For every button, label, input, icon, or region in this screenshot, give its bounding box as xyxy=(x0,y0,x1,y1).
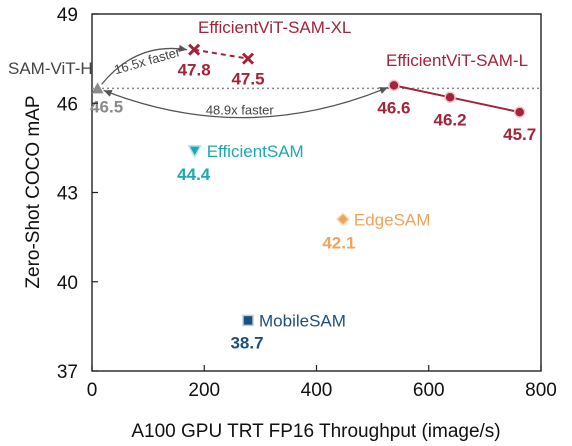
value-label-sam-vit-h-0: 46.5 xyxy=(90,97,123,116)
x-tick-label-2: 400 xyxy=(301,380,333,401)
markers xyxy=(91,43,526,327)
x-tick-label-0: 0 xyxy=(87,380,98,401)
arrow-16-5x xyxy=(101,44,188,85)
marker-efficientvit-sam-xl-0-b xyxy=(188,43,201,56)
series-name-edgesam: EdgeSAM xyxy=(354,210,431,229)
x-tick-label-1: 200 xyxy=(188,380,220,401)
series-line-efficientvit-sam-xl xyxy=(193,48,249,60)
ticks: 0 200 400 600 800 37 40 43 46 49 xyxy=(57,5,557,401)
labels: SAM-ViT-H 46.5 EfficientViT-SAM-XL 47.8 47.5… xyxy=(8,18,536,352)
series-name-mobilesam: MobileSAM xyxy=(259,311,346,330)
y-tick-label-1: 40 xyxy=(57,273,78,294)
value-label-edgesam-0: 42.1 xyxy=(322,233,355,252)
y-axis-title: Zero-Shot COCO mAP xyxy=(23,95,44,288)
marker-efficientvit-sam-xl-1-b xyxy=(241,52,255,65)
value-label-efficientvit-sam-l-0: 46.6 xyxy=(377,98,410,117)
value-label-mobilesam-0: 38.7 xyxy=(230,333,263,352)
series-name-efficientsam: EfficientSAM xyxy=(207,142,304,161)
marker-efficientvit-sam-l-0 xyxy=(388,79,400,92)
marker-efficientvit-sam-l-2 xyxy=(513,106,526,118)
value-label-efficientvit-sam-l-2: 45.7 xyxy=(503,125,536,144)
annotation-16-5x-faster: 16.5x faster xyxy=(112,44,182,77)
series-name-efficientvit-sam-l: EfficientViT-SAM-L xyxy=(386,51,528,70)
marker-edgesam-0 xyxy=(335,212,350,227)
y-tick-label-3: 46 xyxy=(57,94,78,115)
x-tick-label-4: 800 xyxy=(525,380,557,401)
marker-efficientvit-sam-l-1 xyxy=(444,91,456,104)
marker-mobilesam-0 xyxy=(242,314,254,327)
arrow-48-9x xyxy=(103,86,389,119)
series-name-efficientvit-sam-xl: EfficientViT-SAM-XL xyxy=(198,18,351,37)
annotation-48-9x-faster: 48.9x faster xyxy=(206,102,275,117)
y-tick-label-4: 49 xyxy=(57,5,78,26)
x-axis-title: A100 GPU TRT FP16 Throughput (image/s) xyxy=(131,421,500,442)
value-label-efficientsam-0: 44.4 xyxy=(177,165,211,184)
series-line-efficientvit-sam-l xyxy=(393,84,520,114)
y-tick-label-0: 37 xyxy=(57,362,78,383)
y-tick-label-2: 43 xyxy=(57,184,78,205)
series-name-sam-vit-h: SAM-ViT-H xyxy=(8,59,93,78)
value-label-efficientvit-sam-l-1: 46.2 xyxy=(434,110,467,129)
marker-efficientvit-sam-xl-0 xyxy=(188,43,201,56)
marker-efficientsam-0 xyxy=(187,145,202,159)
marker-efficientvit-sam-xl-1 xyxy=(241,52,255,65)
marker-sam-vit-h-0 xyxy=(91,82,104,94)
value-label-efficientvit-sam-xl-0: 47.8 xyxy=(178,61,211,80)
x-tick-label-3: 600 xyxy=(413,380,445,401)
value-label-efficientvit-sam-xl-1: 47.5 xyxy=(231,70,264,89)
